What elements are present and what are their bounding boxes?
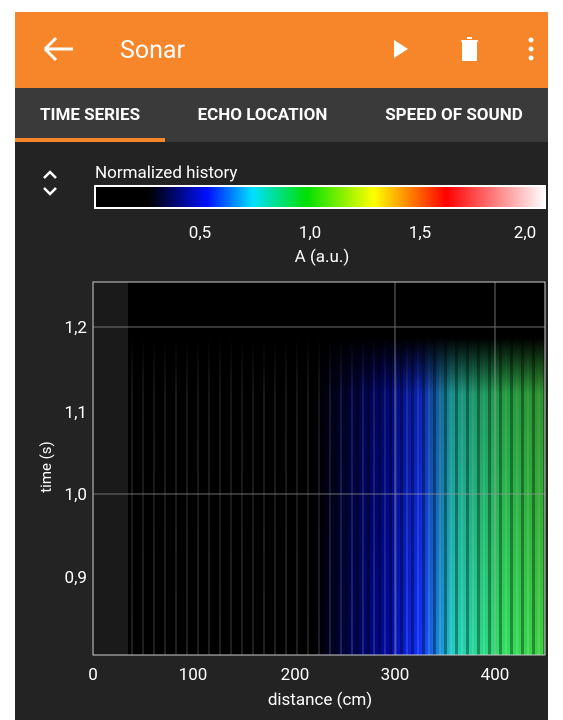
colorbar-tick: 0,5 <box>189 223 211 243</box>
x-tick-label: 0 <box>88 665 98 685</box>
colorbar-tick: 1,0 <box>299 223 321 243</box>
back-button[interactable] <box>43 36 73 62</box>
more-button[interactable] <box>528 37 534 61</box>
delete-button[interactable] <box>461 37 478 61</box>
x-tick-label: 300 <box>381 665 410 685</box>
plot-frame <box>92 281 546 656</box>
app-title: Sonar <box>120 36 186 65</box>
x-axis-label: distance (cm) <box>268 690 372 710</box>
x-tick-label: 200 <box>281 665 310 685</box>
tab[interactable]: TIME SERIES <box>39 105 141 125</box>
tab-bar: TIME SERIES ECHO LOCATION SPEED OF SOUND <box>15 88 548 142</box>
app-bar-icons: Sonar <box>43 36 534 65</box>
colorbar-label: A (a.u.) <box>295 247 350 267</box>
colorbar-tick: 1,5 <box>409 223 431 243</box>
y-tick-label: 1,0 <box>65 485 87 505</box>
expand-button[interactable] <box>43 170 57 196</box>
tab-indicator <box>15 138 165 142</box>
tab[interactable]: ECHO LOCATION <box>197 105 328 125</box>
y-tick-label: 0,9 <box>65 568 87 588</box>
colorbar-tick: 2,0 <box>514 223 536 243</box>
panel-title: Normalized history <box>95 163 237 183</box>
y-axis-label: time (s) <box>37 441 55 492</box>
tab[interactable]: SPEED OF SOUND <box>385 105 523 125</box>
grid <box>93 282 545 655</box>
y-tick-label: 1,2 <box>65 318 87 338</box>
heatmap <box>93 282 545 655</box>
play-button[interactable] <box>394 40 408 58</box>
panel: Normalized history 0,5 1,0 1,5 2,0 A (a.… <box>37 163 546 710</box>
app: Sonar TIME SERIES ECHO LOCATION SPEED OF… <box>15 12 548 720</box>
y-tick-label: 1,1 <box>65 403 87 423</box>
colorbar <box>94 185 546 209</box>
x-tick-label: 400 <box>481 665 510 685</box>
x-tick-label: 100 <box>179 665 208 685</box>
app-bar: Sonar <box>15 12 548 88</box>
